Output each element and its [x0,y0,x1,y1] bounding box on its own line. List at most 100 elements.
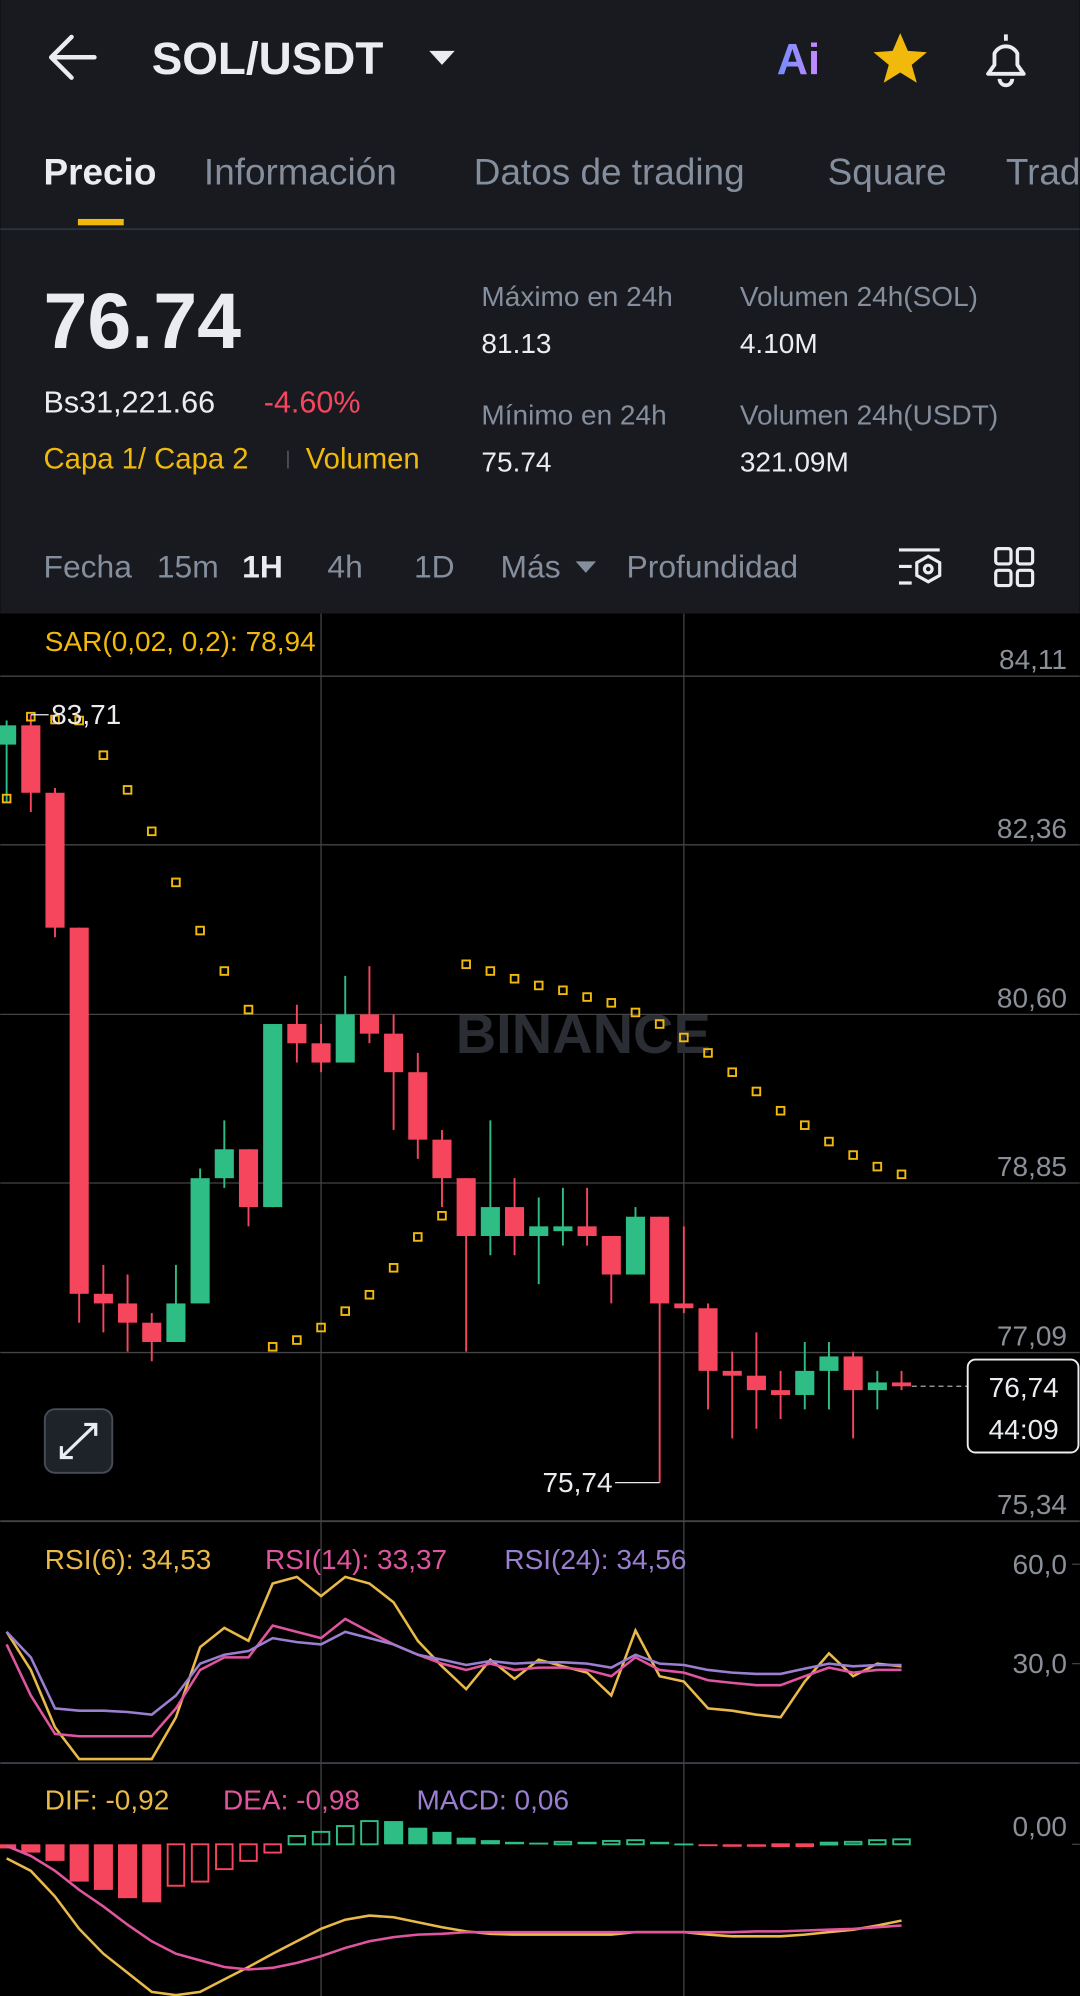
candle-body [263,1024,283,1208]
macd-bar [384,1821,404,1845]
price-change: -4.60% [264,385,361,419]
sar-dot [316,1322,326,1333]
candle-body [93,1293,113,1304]
sar-dot [219,966,230,976]
pair-title[interactable]: SOL/USDT [152,33,384,84]
interval[interactable]: 1H [242,548,283,584]
candle-body [625,1216,646,1275]
macd-bar [69,1844,89,1882]
macd-bar [287,1835,307,1846]
candle-body [384,1033,404,1073]
legend-label: DIF: -0,92 [45,1784,169,1815]
ai-button[interactable]: Ai [777,36,820,84]
sar-dot [98,750,109,760]
macd-bar [795,1843,815,1848]
y-tick-label: 82,36 [997,813,1067,844]
sar-dot [50,714,60,725]
candle-body [432,1139,452,1179]
low-label: 75,74 [542,1467,612,1498]
y-tick-label: 30,0 [1013,1648,1068,1679]
candle-body [0,725,17,745]
sar-dot [195,925,205,936]
stat-value: 321.09M [740,447,849,478]
macd-bar [602,1840,621,1846]
alert-bell[interactable] [986,34,1026,88]
y-tick-label: 84,11 [999,644,1067,675]
macd-bar [21,1844,41,1853]
sar-dot [171,877,181,888]
sar-dot [267,1342,278,1352]
macd-bar [432,1831,452,1845]
interval[interactable]: Profundidad [627,548,799,584]
interval[interactable]: 1D [414,548,455,584]
interval[interactable]: 4h [327,548,362,584]
tag[interactable]: Capa 1/ Capa 2 [44,444,249,476]
candle-body [577,1226,597,1236]
rsi-line [5,1617,902,1738]
candle-body [69,927,89,1294]
tab[interactable]: Trad [1006,151,1080,192]
candle-body [45,792,65,928]
stat-value: 75.74 [481,447,551,478]
sar-dot [461,959,471,970]
y-tick-label: 60,0 [1013,1549,1068,1580]
sar-dot [533,980,544,991]
tab[interactable]: Precio [44,151,157,192]
candle-body [674,1303,694,1309]
last-price-tag [966,1358,1080,1454]
candle-body [480,1207,500,1236]
sar-dot [413,1232,423,1242]
candle-body [287,1024,307,1044]
sar-dot [896,1169,907,1180]
back-button[interactable] [48,34,97,80]
interval[interactable]: 15m [157,548,219,584]
macd-bar [819,1841,839,1846]
candle-body [553,1226,573,1232]
sar-dot [388,1263,399,1273]
sar-label: SAR(0,02, 0,2): 78,94 [45,626,316,657]
interval[interactable]: Más [501,548,561,584]
macd-bar [529,1842,549,1845]
sar-dot [872,1161,883,1172]
pair-dropdown[interactable] [429,50,455,65]
candle-body [118,1303,138,1323]
legend-label: MACD: 0,06 [417,1784,570,1815]
tab[interactable]: Square [828,151,947,192]
candle-body [335,1014,355,1063]
sar-dot [848,1150,858,1160]
tab[interactable]: Información [204,151,397,192]
macd-bar [166,1843,186,1887]
fullscreen-button[interactable] [43,1408,114,1474]
candle-body [650,1216,670,1304]
macd-bar [215,1843,234,1871]
macd-bar [674,1843,694,1846]
candle-body [529,1226,549,1236]
tab[interactable]: Datos de trading [474,151,745,192]
sar-dot [558,985,568,996]
stat-label: Volumen 24h(USDT) [740,399,998,430]
tag[interactable]: Volumen [306,444,420,476]
interval[interactable]: Fecha [44,548,133,584]
sar-dot [509,973,520,984]
top-panel [0,0,1080,614]
favorite-star[interactable] [873,33,927,83]
sar-dot [727,1067,737,1077]
y-tick-label: 77,09 [997,1321,1067,1352]
candle-body [891,1382,912,1387]
indicator-settings[interactable] [898,548,942,585]
sar-dot [437,1210,447,1221]
sar-dot [74,715,84,726]
sar-dot [1,793,12,804]
more-dropdown[interactable] [575,561,597,573]
stat-label: Volumen 24h(SOL) [740,281,978,312]
tab-underline [77,218,124,226]
macd-bar [142,1844,162,1903]
layout-button[interactable] [994,547,1035,588]
macd-bar [239,1843,258,1862]
sar-dot [364,1289,375,1300]
macd-line [6,1844,902,1971]
macd-bar [360,1820,379,1846]
macd-bar [456,1837,476,1845]
